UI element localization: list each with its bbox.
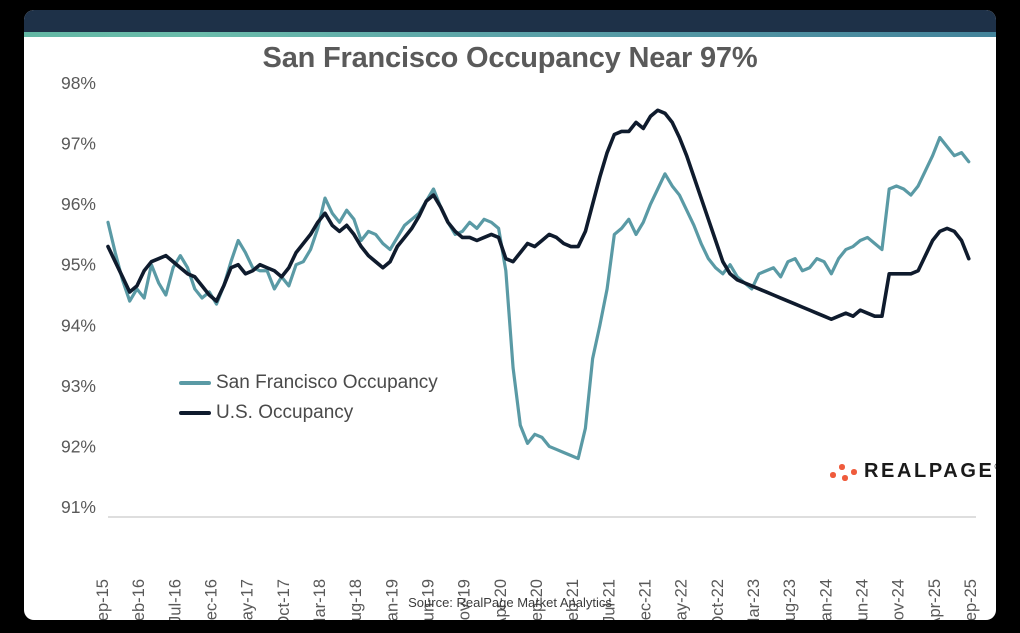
y-axis-tick-label: 94% bbox=[61, 315, 96, 335]
x-axis-tick-label: Apr-25 bbox=[926, 579, 944, 620]
chart-card: San Francisco Occupancy Near 97% 91% 92% 9… bbox=[24, 10, 996, 620]
x-axis-tick-label: Jul-21 bbox=[600, 579, 618, 620]
legend-label-us: U.S. Occupancy bbox=[216, 402, 354, 423]
legend-item-san-francisco: San Francisco Occupancy bbox=[179, 368, 438, 398]
realpage-logo: REALPAGE® bbox=[830, 460, 996, 482]
x-axis-tick-label: Jun-19 bbox=[420, 579, 438, 620]
x-axis-tick-label: Oct-22 bbox=[709, 579, 727, 620]
y-axis-tick-label: 91% bbox=[61, 497, 96, 517]
x-axis-tick-label: Jun-24 bbox=[854, 579, 872, 620]
realpage-word-text: REALPAGE bbox=[864, 460, 995, 482]
x-axis-tick-label: Jan-24 bbox=[817, 579, 835, 620]
x-axis-tick-label: Nov-19 bbox=[456, 579, 474, 620]
y-axis-tick-label: 97% bbox=[61, 134, 96, 154]
legend-swatch-san-francisco bbox=[179, 380, 211, 386]
y-axis-tick-label: 98% bbox=[61, 73, 96, 93]
realpage-dots-icon bbox=[830, 460, 864, 482]
header-bar bbox=[24, 10, 996, 32]
y-axis-tick-label: 95% bbox=[61, 255, 96, 275]
realpage-wordmark: REALPAGE® bbox=[864, 461, 996, 481]
x-axis-tick-label: Sep-25 bbox=[962, 579, 980, 620]
x-axis-tick-label: Aug-23 bbox=[781, 579, 799, 620]
x-axis-tick-label: Apr-20 bbox=[492, 579, 510, 620]
legend-item-us: U.S. Occupancy bbox=[179, 398, 438, 428]
x-axis-tick-label: Aug-18 bbox=[347, 579, 365, 620]
page-title: San Francisco Occupancy Near 97% bbox=[262, 42, 758, 74]
x-axis-tick-label: May-17 bbox=[239, 579, 257, 620]
x-axis-tick-label: Jul-16 bbox=[166, 579, 184, 620]
legend-swatch-us bbox=[179, 410, 211, 416]
x-axis-tick-label: Mar-23 bbox=[745, 579, 763, 620]
line-chart-svg: 91% 92% 93% 94% 95% 96% 97% 98% Sep-15 Feb-16 Jul-… bbox=[61, 73, 980, 620]
source-note: Source: RealPage Market Analytics bbox=[408, 595, 612, 610]
registered-trademark-icon: ® bbox=[994, 461, 996, 471]
legend-label-san-francisco: San Francisco Occupancy bbox=[216, 372, 438, 393]
x-axis-tick-label: Dec-21 bbox=[637, 579, 655, 620]
series-line-san-francisco bbox=[106, 135, 971, 461]
series-line-us bbox=[106, 108, 971, 322]
x-axis-tick-label: Feb-16 bbox=[130, 579, 148, 620]
y-axis-tick-label: 96% bbox=[61, 194, 96, 214]
x-axis-tick-label: Oct-17 bbox=[275, 579, 293, 620]
x-axis-tick-label: May-22 bbox=[673, 579, 691, 620]
x-axis-tick-label: Dec-16 bbox=[203, 579, 221, 620]
x-axis-tick-label: Feb-21 bbox=[564, 579, 582, 620]
x-axis-tick-label: Jan-19 bbox=[383, 579, 401, 620]
y-axis-tick-label: 92% bbox=[61, 436, 96, 456]
y-axis-tick-label: 93% bbox=[61, 376, 96, 396]
plot-area: 91% 92% 93% 94% 95% 96% 97% 98% Sep-15 Feb-16 Jul-… bbox=[24, 10, 996, 620]
accent-gradient-bar bbox=[24, 32, 996, 37]
chart-legend: San Francisco Occupancy U.S. Occupancy bbox=[179, 368, 438, 428]
x-axis-tick-label: Nov-24 bbox=[890, 579, 908, 620]
x-axis-tick-label: Sep-20 bbox=[528, 579, 546, 620]
x-axis-tick-label: Sep-15 bbox=[94, 579, 112, 620]
x-axis-tick-label: Mar-18 bbox=[311, 579, 329, 620]
